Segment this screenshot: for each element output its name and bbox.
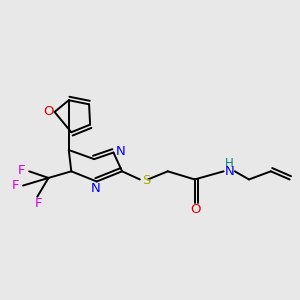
Text: O: O <box>190 203 201 216</box>
Text: N: N <box>225 165 235 178</box>
Text: S: S <box>142 174 150 187</box>
Text: F: F <box>12 179 19 192</box>
Text: F: F <box>34 197 42 210</box>
Text: H: H <box>225 157 234 170</box>
Text: O: O <box>43 105 54 119</box>
Text: N: N <box>91 182 100 195</box>
Text: N: N <box>116 145 125 158</box>
Text: F: F <box>18 164 25 177</box>
